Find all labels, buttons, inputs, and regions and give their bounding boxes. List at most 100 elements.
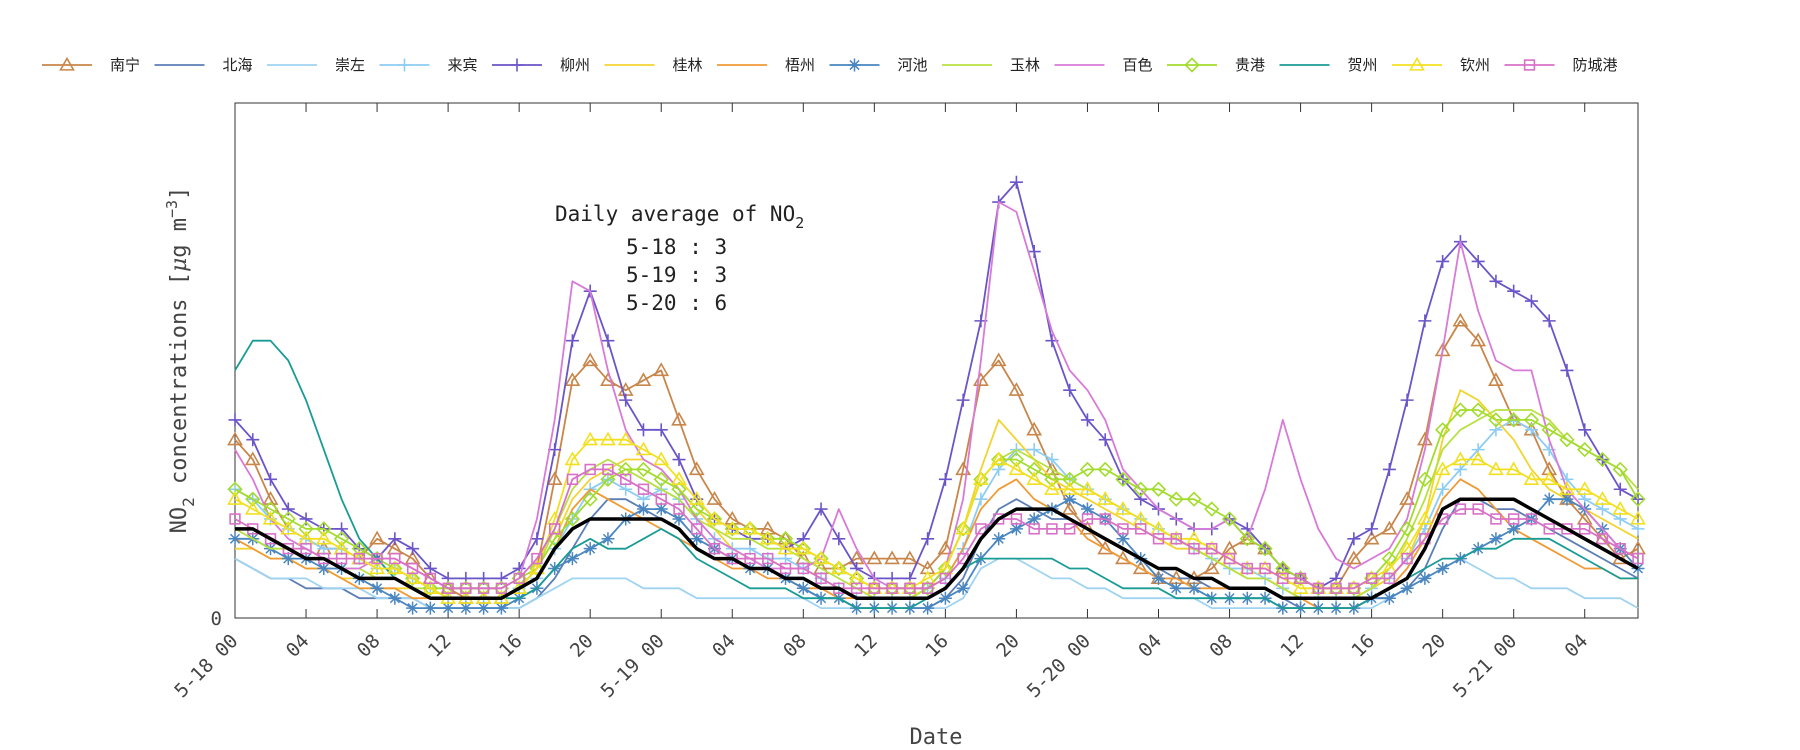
data-point <box>795 540 812 555</box>
series-line <box>234 181 1639 590</box>
data-point <box>1081 513 1094 525</box>
data-point <box>1434 342 1451 357</box>
data-point <box>229 513 241 525</box>
data-point <box>1454 503 1467 515</box>
data-point <box>938 472 952 486</box>
data-point <box>369 530 385 545</box>
data-point <box>583 542 597 556</box>
x-tick-label: 20 <box>566 630 598 662</box>
data-point <box>1061 481 1078 495</box>
data-point <box>653 362 670 377</box>
x-axis-ticks: 5-18 00 04 08 12 16 205-19 00 04 08 12 16 205-20 0… <box>170 103 1592 702</box>
data-point <box>1400 393 1414 407</box>
legend-item: 防城港 <box>1504 56 1618 74</box>
data-point <box>1097 461 1113 478</box>
data-point <box>1009 175 1023 189</box>
data-point <box>1151 571 1165 585</box>
data-point <box>1028 523 1040 535</box>
data-point <box>531 552 543 565</box>
data-point <box>406 562 419 575</box>
x-tick-label: 16 <box>495 630 527 662</box>
data-point <box>671 471 687 486</box>
data-point <box>866 550 883 565</box>
series-防城港 <box>229 463 1644 594</box>
x-tick-label: 5-19 00 <box>597 630 669 702</box>
data-point <box>477 582 490 594</box>
x-tick-label: 04 <box>1134 630 1166 662</box>
data-point <box>1045 453 1059 467</box>
data-point <box>386 560 403 575</box>
data-point <box>1365 522 1379 536</box>
legend-item: 北海 <box>154 56 253 74</box>
data-point <box>298 521 314 537</box>
data-point <box>1117 523 1129 535</box>
data-point <box>1632 552 1644 565</box>
data-point <box>1382 462 1396 476</box>
data-point <box>1099 513 1111 525</box>
data-point <box>406 601 420 615</box>
data-point <box>1098 433 1112 447</box>
data-point <box>1170 533 1182 545</box>
data-point <box>1257 541 1273 557</box>
data-point <box>353 552 365 565</box>
data-point <box>1008 461 1025 476</box>
data-point <box>904 582 916 594</box>
data-point <box>1579 523 1591 535</box>
series-average <box>235 497 1639 600</box>
x-tick-label: 5-20 00 <box>1023 630 1095 702</box>
data-point <box>1523 412 1540 428</box>
legend-marker <box>398 58 411 72</box>
data-point <box>990 352 1007 367</box>
data-point <box>1079 461 1096 478</box>
data-point <box>1239 530 1256 545</box>
data-point <box>281 502 295 516</box>
data-point <box>620 473 632 486</box>
data-point <box>991 451 1007 468</box>
data-point <box>1488 412 1504 428</box>
x-tick-label: 5-18 00 <box>170 630 242 702</box>
legend-label: 防城港 <box>1573 56 1618 74</box>
data-point <box>1116 532 1130 546</box>
data-point <box>1046 523 1058 535</box>
data-point <box>1507 522 1521 536</box>
legend-label: 柳州 <box>560 56 590 74</box>
data-point <box>582 431 599 446</box>
data-point <box>1559 432 1575 448</box>
data-point <box>1277 572 1289 585</box>
data-point <box>1612 500 1629 515</box>
data-point <box>1435 422 1451 438</box>
data-point <box>1613 482 1627 496</box>
data-point <box>371 552 383 565</box>
data-point <box>689 501 705 517</box>
data-point <box>1470 402 1486 418</box>
data-point <box>1418 314 1432 328</box>
data-point <box>688 491 705 505</box>
data-point <box>1472 503 1484 515</box>
data-point <box>351 541 367 557</box>
data-point <box>1524 294 1538 308</box>
data-point <box>1239 531 1255 547</box>
legend-label: 百色 <box>1123 56 1153 74</box>
data-point <box>1027 443 1041 457</box>
annotation-title-sub: 2 <box>795 214 804 232</box>
data-point <box>1063 383 1077 397</box>
data-point <box>1381 550 1397 567</box>
series-line <box>234 320 1639 600</box>
data-point <box>1489 274 1503 288</box>
data-point <box>1436 561 1450 575</box>
legend-item: 百色 <box>1054 56 1153 74</box>
data-point <box>1488 372 1504 386</box>
data-point <box>317 561 331 575</box>
data-point <box>264 533 277 545</box>
data-point <box>1026 471 1043 486</box>
data-point <box>1027 245 1041 259</box>
data-point <box>901 550 918 565</box>
data-point <box>369 560 385 575</box>
data-point <box>1026 421 1043 436</box>
data-point <box>1488 461 1504 476</box>
data-point <box>672 512 686 526</box>
data-point <box>1559 481 1575 495</box>
annotation: Daily average of NO2 5-18 : 3 5-19 : 3 5… <box>555 202 804 315</box>
data-point <box>1294 572 1307 585</box>
data-point <box>494 601 508 615</box>
